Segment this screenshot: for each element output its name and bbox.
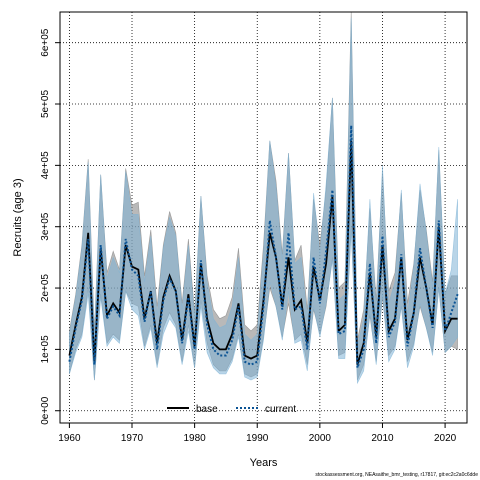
- y-tick-label: 3e+05: [40, 212, 51, 241]
- series-lines: [68, 125, 459, 369]
- legend-label-current: current: [265, 404, 296, 415]
- line-current: [68, 125, 459, 369]
- y-tick-label: 0e+00: [40, 396, 51, 425]
- band-current: [69, 18, 458, 385]
- footnote: stockassessment.org, NEAsaithe_bmr_testi…: [315, 472, 478, 478]
- x-tick-label: 2020: [434, 433, 457, 444]
- x-axis: 1960 1970 1980 1990 2000 2010 2020: [58, 423, 457, 444]
- grid: [60, 12, 467, 423]
- line-base: [68, 140, 458, 365]
- x-tick-label: 1980: [183, 433, 206, 444]
- y-axis-title: Recruits (age 3): [12, 178, 24, 256]
- legend-label-base: base: [196, 404, 218, 415]
- y-tick-label: 2e+05: [40, 274, 51, 303]
- y-axis: 0e+00 1e+05 2e+05 3e+05 4e+05 5e+05 6e+05: [40, 28, 60, 425]
- y-tick-label: 5e+05: [40, 90, 51, 119]
- x-axis-title: Years: [250, 457, 278, 469]
- x-tick-label: 1990: [246, 433, 269, 444]
- y-tick-label: 1e+05: [40, 335, 51, 364]
- legend: base current: [167, 404, 296, 415]
- plot-frame: [59, 11, 468, 424]
- x-tick-label: 1970: [121, 433, 144, 444]
- y-tick-label: 4e+05: [40, 151, 51, 180]
- x-tick-label: 1960: [58, 433, 81, 444]
- x-tick-label: 2000: [309, 433, 332, 444]
- confidence-bands: [69, 11, 458, 385]
- y-tick-label: 6e+05: [40, 28, 51, 57]
- x-tick-label: 2010: [371, 433, 394, 444]
